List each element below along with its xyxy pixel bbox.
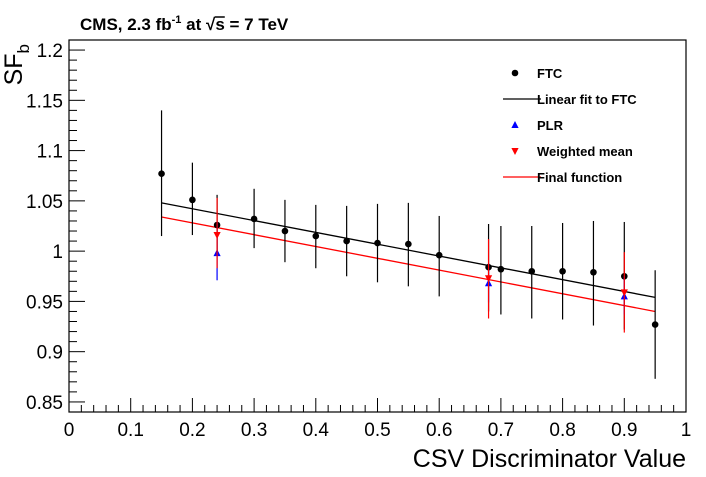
legend-plr-swatch — [511, 121, 519, 128]
x-tick-label: 0.9 — [611, 420, 637, 441]
ftc-point — [312, 232, 320, 240]
ftc-point — [405, 240, 412, 248]
weighted-mean-point — [213, 232, 221, 240]
weighted-mean-point — [620, 289, 628, 297]
y-tick-label: 1 — [52, 242, 63, 263]
x-tick-labels: 0 0.1 0.2 0.3 0.4 0.5 0.6 0.7 0.8 0.9 1 — [64, 420, 692, 441]
x-tick-label: 0.7 — [488, 420, 514, 441]
y-tick-label: 0.95 — [26, 292, 63, 313]
ftc-point — [158, 170, 165, 178]
axis-ticks — [68, 49, 687, 412]
x-tick-label: 0.2 — [179, 420, 205, 441]
legend-linear-fit-to-ftc-label: Linear fit to FTC — [537, 92, 637, 107]
ftc-point — [281, 227, 289, 235]
ftc-point — [528, 267, 536, 275]
ftc-point — [435, 251, 443, 259]
legend-weighted-mean-label: Weighted mean — [537, 144, 633, 159]
legend-weighted-mean-swatch — [511, 148, 519, 155]
x-tick-label: 1 — [681, 420, 692, 441]
ftc-point — [374, 239, 381, 247]
ftc-point — [497, 265, 505, 273]
ftc-point — [189, 196, 196, 204]
legend-ftc-label: FTC — [537, 66, 563, 81]
y-tick-label: 1.05 — [26, 192, 63, 213]
x-tick-label: 0.4 — [303, 420, 330, 441]
ftc-point — [250, 215, 258, 223]
ftc-point — [651, 321, 659, 328]
x-tick-label: 0 — [64, 420, 75, 441]
legend-ftc-swatch — [511, 69, 519, 77]
series-group — [158, 110, 659, 379]
x-axis-title: CSV Discriminator Value — [413, 445, 686, 473]
y-tick-label: 1.2 — [37, 41, 63, 62]
weighted-mean-point — [484, 275, 493, 283]
chart-title: CMS, 2.3 fb-1 at √s = 7 TeV — [80, 14, 289, 34]
y-tick-label: 0.9 — [37, 343, 63, 364]
x-tick-label: 0.8 — [549, 420, 575, 441]
legend-plr-label: PLR — [537, 118, 564, 133]
y-axis-title: SFb — [0, 44, 33, 85]
y-tick-label: 1.15 — [26, 91, 63, 112]
legend: FTC Linear fit to FTC PLR Weighted mean Fina… — [503, 66, 637, 185]
ftc-point — [343, 237, 350, 245]
y-tick-label: 1.1 — [37, 142, 63, 163]
x-tick-label: 0.3 — [241, 420, 267, 441]
ftc-point — [559, 267, 566, 275]
legend-final-function-label: Final function — [537, 170, 622, 185]
y-tick-labels: 0.85 0.9 0.95 1 1.05 1.1 1.15 1.2 — [26, 41, 63, 414]
x-tick-label: 0.6 — [426, 420, 452, 441]
y-tick-label: 0.85 — [26, 393, 63, 414]
ftc-point — [590, 268, 597, 276]
x-tick-label: 0.1 — [117, 420, 143, 441]
x-tick-label: 0.5 — [364, 420, 390, 441]
